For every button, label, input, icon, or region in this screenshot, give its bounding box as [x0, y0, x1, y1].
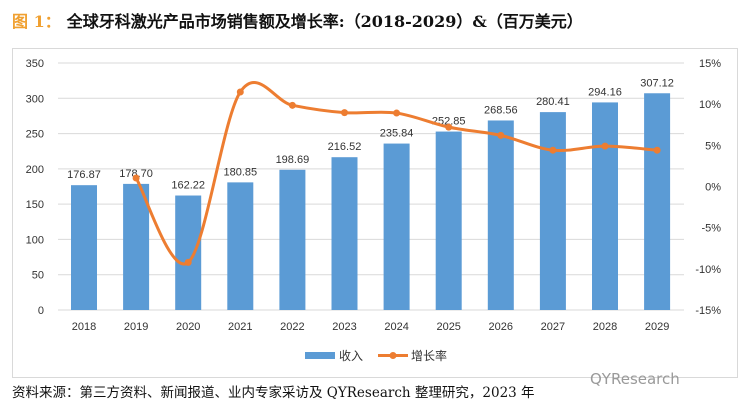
data-label: 178.70	[119, 168, 153, 180]
source-note: 资料来源：第三方资料、新闻报道、业内专家采访及 QYResearch 整理研究，…	[12, 385, 535, 401]
data-label: 198.69	[276, 154, 310, 166]
left-tick-label: 0	[38, 305, 44, 317]
x-tick-label: 2026	[489, 321, 513, 333]
x-tick-label: 2025	[436, 321, 460, 333]
x-tick-label: 2029	[645, 321, 669, 333]
x-tick-label: 2022	[280, 321, 304, 333]
left-tick-label: 300	[26, 93, 44, 105]
left-tick-label: 350	[26, 58, 44, 70]
bar-2022	[279, 169, 306, 310]
data-label: 294.16	[588, 86, 622, 98]
watermark: QYResearch	[590, 370, 680, 388]
growth-point	[445, 123, 453, 131]
growth-point	[184, 258, 192, 266]
bar-2024	[383, 143, 410, 310]
right-tick-label: -5%	[701, 223, 721, 235]
right-tick-label: -10%	[695, 264, 721, 276]
bar-2021	[227, 182, 254, 310]
bar-2020	[175, 195, 202, 310]
data-label: 307.12	[640, 77, 674, 89]
title-text: 全球牙科激光产品市场销售额及增长率:（2018-2029）&（百万美元）	[66, 12, 583, 31]
x-tick-label: 2018	[72, 321, 96, 333]
bar-2018	[71, 185, 97, 310]
left-tick-label: 50	[32, 270, 44, 282]
legend-label-revenue: 收入	[339, 349, 363, 363]
x-tick-label: 2019	[124, 321, 148, 333]
right-tick-label: 0%	[705, 182, 721, 194]
bar-2019	[123, 183, 150, 310]
data-label: 216.52	[328, 141, 362, 153]
bar-2025	[435, 131, 462, 310]
legend-label-growth: 增长率	[411, 348, 447, 363]
chart-title: 图 1： 全球牙科激光产品市场销售额及增长率:（2018-2029）&（百万美元）	[12, 8, 583, 32]
data-label: 235.84	[380, 128, 414, 140]
growth-point	[601, 142, 609, 150]
bar-2026	[487, 120, 514, 310]
left-tick-label: 100	[26, 234, 44, 246]
chart-frame	[12, 48, 738, 378]
legend-swatch-revenue	[305, 352, 335, 359]
right-tick-label: 5%	[705, 140, 721, 152]
bar-2028	[592, 102, 618, 310]
x-tick-label: 2027	[541, 321, 565, 333]
growth-point	[236, 88, 244, 96]
growth-point	[132, 174, 140, 182]
growth-point	[497, 131, 505, 139]
left-tick-label: 250	[26, 129, 44, 141]
left-tick-label: 150	[26, 199, 44, 211]
growth-point	[653, 146, 661, 154]
bar-2023	[331, 157, 358, 310]
data-label: 176.87	[67, 169, 101, 181]
right-tick-label: 10%	[699, 99, 721, 111]
legend-marker-growth	[389, 352, 397, 359]
right-tick-label: 15%	[699, 58, 721, 70]
data-label: 180.85	[223, 166, 257, 178]
x-tick-label: 2021	[228, 321, 252, 333]
x-tick-label: 2020	[176, 321, 200, 333]
x-tick-label: 2023	[332, 321, 356, 333]
figure-label: 图 1：	[12, 12, 61, 31]
left-tick-label: 200	[26, 164, 44, 176]
data-label: 280.41	[536, 96, 570, 108]
growth-point	[549, 146, 557, 154]
data-label: 268.56	[484, 104, 518, 116]
bar-2027	[539, 112, 566, 310]
data-label: 162.22	[171, 180, 205, 192]
growth-point	[341, 109, 348, 117]
x-tick-label: 2028	[593, 321, 617, 333]
bar-2029	[644, 93, 671, 310]
growth-point	[288, 101, 296, 109]
growth-point	[393, 109, 401, 117]
right-tick-label: -15%	[695, 305, 721, 317]
x-tick-label: 2024	[384, 321, 408, 333]
